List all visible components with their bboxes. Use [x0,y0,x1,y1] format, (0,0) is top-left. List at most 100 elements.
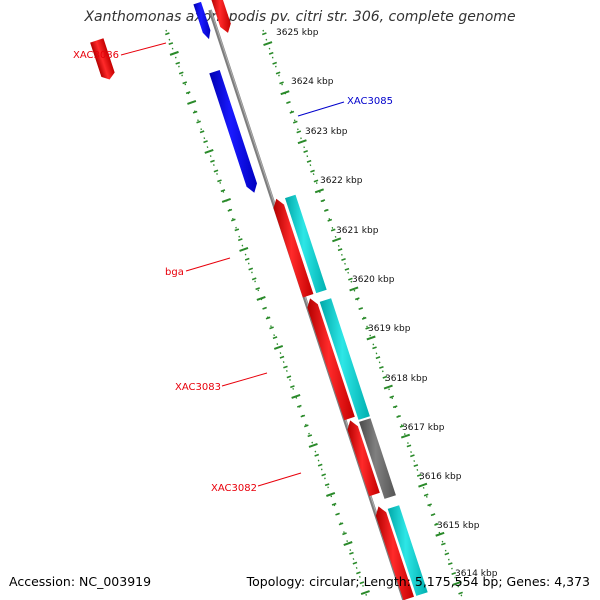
outer-tick [361,316,367,320]
inner-tick [331,502,337,506]
outer-tick [389,395,395,399]
tick-label-3620: 3620 kbp [352,275,395,285]
feature-xac3083-cds [319,298,370,420]
feature-bottom-red [375,506,414,600]
outer-tick [410,454,415,458]
inner-tick [335,512,340,516]
outer-tick [382,375,388,379]
outer-tick [296,130,302,134]
outer-tick [297,139,307,145]
tick-label-3618: 3618 kbp [385,374,428,384]
outer-tick [366,335,376,341]
outer-tick [372,346,377,350]
pointer-xac3082 [257,472,302,487]
outer-tick [306,159,312,163]
tick-label-3616: 3616 kbp [419,472,462,482]
inner-tick [352,561,358,565]
inner-tick [227,208,233,212]
outer-tick [400,433,411,439]
feature-bottom-cds [387,505,428,596]
outer-tick [413,464,419,468]
tick-label-3621: 3621 kbp [336,226,379,236]
outer-tick [423,493,429,497]
outer-tick [263,41,273,47]
inner-tick [338,522,344,526]
label-xac3083: XAC3083 [175,382,221,393]
inner-tick [349,551,354,555]
inner-tick [321,473,327,477]
pointer-bga [185,257,231,272]
outer-tick [272,61,277,65]
accession-text: Accession: NC_003919 [9,574,152,589]
feature-xac3086 [211,0,231,33]
outer-tick [320,199,326,203]
inner-tick [239,246,249,252]
inner-tick [192,110,198,114]
map-title: Xanthomonas axonopodis pv. citri str. 30… [84,9,516,25]
inner-tick [244,257,250,261]
label-xac3082: XAC3082 [211,483,257,494]
outer-tick [279,81,284,85]
label-xac3086: XAC3086 [73,50,119,61]
pointer-xac3083 [221,372,268,387]
outer-tick [354,297,360,301]
inner-tick [164,32,170,36]
inner-tick [248,267,254,271]
feature-xac3082-other [359,418,396,499]
inner-tick [187,99,197,105]
outer-tick [435,531,445,537]
inner-tick [265,316,271,320]
outer-tick [375,356,381,360]
genome-summary-text: Topology: circular; Length: 5,175,554 bp… [246,574,590,589]
outer-tick [310,169,315,173]
inner-tick [279,355,285,359]
tick-label-3624: 3624 kbp [291,77,334,87]
inner-tick [185,91,191,95]
genome-backbone-highlight [210,9,406,600]
inner-tick [251,277,257,281]
outer-tick [416,473,422,477]
tick-label-3617: 3617 kbp [402,423,445,433]
outer-tick [313,179,319,183]
outer-tick [434,522,439,526]
outer-tick [314,188,324,194]
tick-label-3619: 3619 kbp [368,324,411,334]
outer-tick [379,365,384,369]
inner-tick [237,238,243,242]
inner-tick [308,443,318,448]
outer-tick [430,513,436,517]
outer-tick [327,218,333,222]
inner-tick [256,295,266,301]
inner-tick [297,404,302,408]
outer-tick [348,277,353,281]
feature-bga [273,198,314,298]
outer-tick [451,572,457,575]
outer-tick [303,150,308,154]
pointer-xac3085 [297,101,345,117]
inner-tick [324,483,330,487]
tick-label-3614: 3614 kbp [455,569,498,579]
inner-tick [255,287,260,291]
feature-xac3082 [347,420,380,497]
outer-tick [444,552,450,556]
inner-tick [272,336,278,340]
inner-tick [203,140,208,144]
outer-tick [337,248,343,252]
inner-tick [196,120,201,124]
outer-tick [458,591,463,595]
gene-features [90,38,115,80]
outer-tick [349,286,359,292]
inner-tick [199,130,205,134]
outer-tick [268,51,274,55]
inner-tick [286,375,292,379]
tick-label-3622: 3622 kbp [320,176,363,186]
outer-tick [330,228,336,232]
inner-tick [182,81,188,85]
feature-xac3083 [307,298,355,421]
outer-tick [289,110,295,114]
inner-tick [356,571,361,575]
inner-tick [342,532,347,536]
inner-tick [290,385,295,389]
inner-tick [168,42,174,46]
